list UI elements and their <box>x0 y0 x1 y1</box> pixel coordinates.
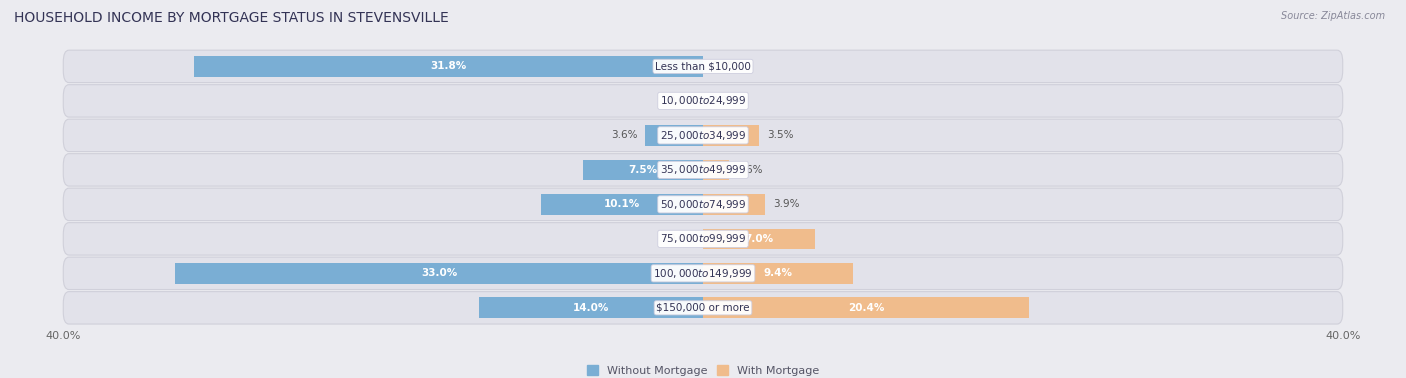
Text: $150,000 or more: $150,000 or more <box>657 303 749 313</box>
Bar <box>703 160 728 180</box>
Text: 10.1%: 10.1% <box>605 199 640 209</box>
FancyBboxPatch shape <box>63 50 1343 83</box>
Text: 3.9%: 3.9% <box>773 199 800 209</box>
Text: 7.5%: 7.5% <box>628 165 658 175</box>
FancyBboxPatch shape <box>63 223 1343 255</box>
Text: 33.0%: 33.0% <box>420 268 457 278</box>
Text: 3.6%: 3.6% <box>612 130 637 140</box>
Bar <box>583 160 703 180</box>
Text: 31.8%: 31.8% <box>430 61 467 71</box>
Bar <box>176 263 703 284</box>
Text: $10,000 to $24,999: $10,000 to $24,999 <box>659 94 747 107</box>
Text: 0.0%: 0.0% <box>669 234 695 244</box>
Text: $50,000 to $74,999: $50,000 to $74,999 <box>659 198 747 211</box>
Text: 0.0%: 0.0% <box>711 96 737 106</box>
FancyBboxPatch shape <box>63 153 1343 186</box>
Text: 20.4%: 20.4% <box>848 303 884 313</box>
Text: 9.4%: 9.4% <box>763 268 793 278</box>
Text: 0.0%: 0.0% <box>711 61 737 71</box>
Text: 3.5%: 3.5% <box>768 130 793 140</box>
Bar <box>541 194 703 215</box>
Text: 7.0%: 7.0% <box>744 234 773 244</box>
Bar <box>645 125 703 146</box>
Bar <box>703 297 1029 318</box>
Text: $75,000 to $99,999: $75,000 to $99,999 <box>659 232 747 245</box>
Bar <box>703 194 765 215</box>
Bar <box>703 263 853 284</box>
Text: 14.0%: 14.0% <box>572 303 609 313</box>
Bar <box>194 56 703 77</box>
Text: 1.6%: 1.6% <box>737 165 763 175</box>
FancyBboxPatch shape <box>63 291 1343 324</box>
Text: Less than $10,000: Less than $10,000 <box>655 61 751 71</box>
FancyBboxPatch shape <box>63 85 1343 117</box>
Bar <box>703 125 759 146</box>
Text: 0.0%: 0.0% <box>669 96 695 106</box>
Bar <box>703 228 815 249</box>
FancyBboxPatch shape <box>63 257 1343 290</box>
Legend: Without Mortgage, With Mortgage: Without Mortgage, With Mortgage <box>582 361 824 378</box>
Text: $100,000 to $149,999: $100,000 to $149,999 <box>654 267 752 280</box>
Text: HOUSEHOLD INCOME BY MORTGAGE STATUS IN STEVENSVILLE: HOUSEHOLD INCOME BY MORTGAGE STATUS IN S… <box>14 11 449 25</box>
Bar <box>479 297 703 318</box>
FancyBboxPatch shape <box>63 119 1343 152</box>
Text: $25,000 to $34,999: $25,000 to $34,999 <box>659 129 747 142</box>
FancyBboxPatch shape <box>63 188 1343 221</box>
Text: Source: ZipAtlas.com: Source: ZipAtlas.com <box>1281 11 1385 21</box>
Text: $35,000 to $49,999: $35,000 to $49,999 <box>659 163 747 177</box>
